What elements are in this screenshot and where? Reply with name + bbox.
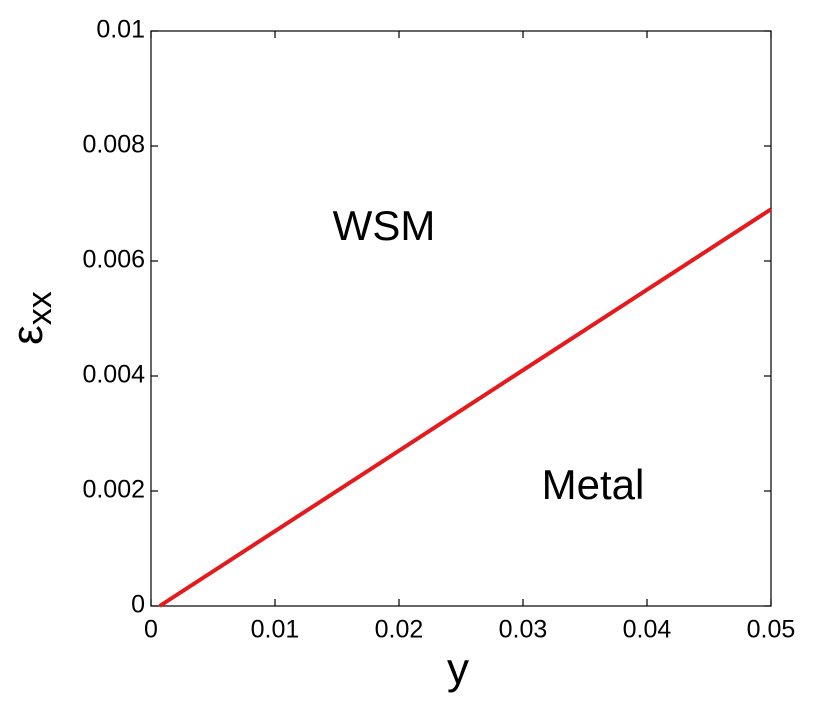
data-line [158, 207, 773, 608]
y-tick-label: 0.002 [82, 476, 145, 504]
y-axis-subscript: xx [21, 291, 59, 325]
y-axis-symbol: ε [3, 325, 52, 345]
x-tick-label: 0 [144, 616, 158, 644]
annotation: Metal [542, 461, 645, 508]
x-axis-label: y [447, 645, 469, 694]
y-tick-label: 0.008 [82, 131, 145, 159]
plot-frame [150, 30, 772, 607]
y-tick-label: 0.006 [82, 246, 145, 274]
x-tick-label: 0.05 [747, 616, 796, 644]
annotation: WSM [333, 202, 436, 249]
y-tick-label: 0.01 [96, 16, 145, 44]
x-tick-label: 0.02 [375, 616, 424, 644]
y-axis-label: εxx [3, 291, 59, 345]
y-tick-label: 0 [131, 591, 145, 619]
y-tick-label: 0.004 [82, 361, 145, 389]
x-tick-label: 0.04 [623, 616, 672, 644]
x-tick-label: 0.03 [499, 616, 548, 644]
x-tick-label: 0.01 [251, 616, 300, 644]
